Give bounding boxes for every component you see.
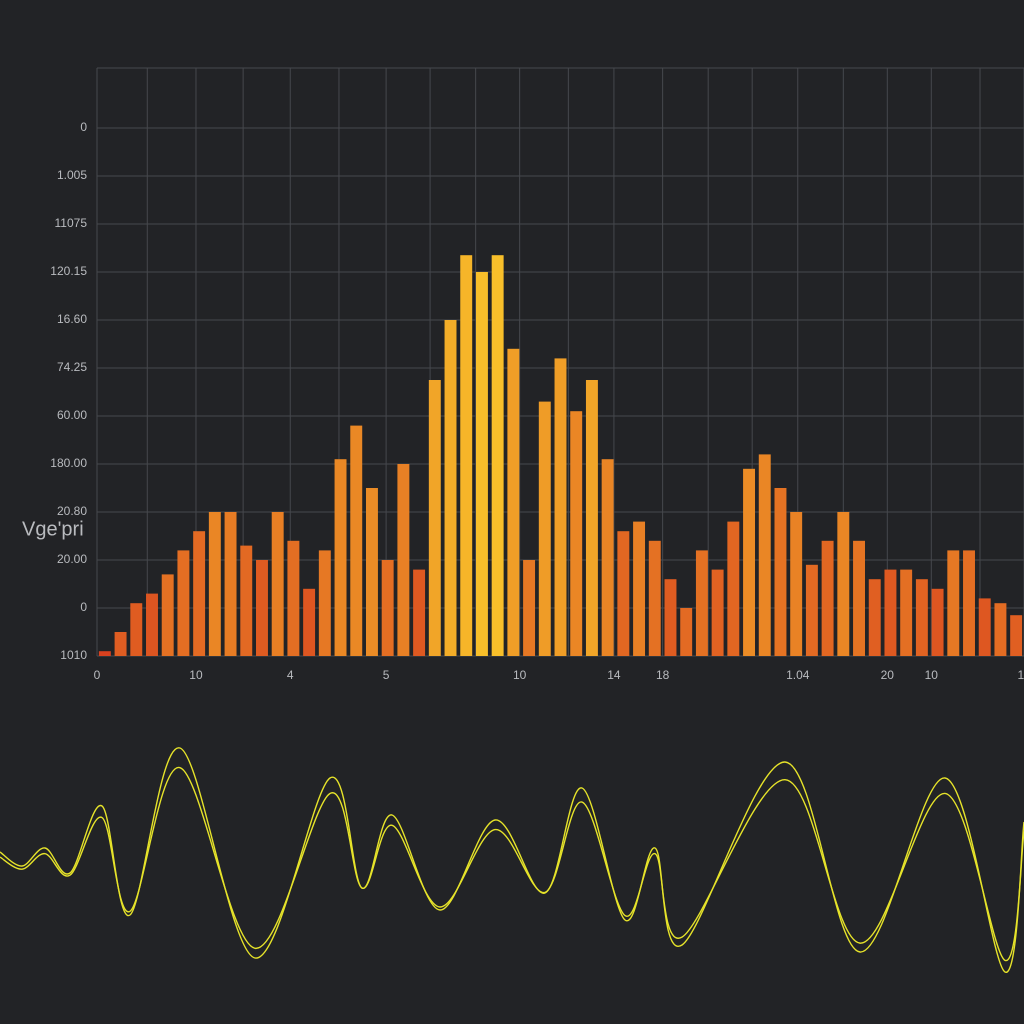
bar: [397, 464, 410, 656]
y-tick-label: 74.25: [57, 360, 87, 374]
bar: [758, 454, 771, 656]
bar: [507, 348, 520, 656]
x-tick-label: 10: [189, 668, 203, 682]
wave-line: [0, 747, 1024, 973]
y-tick-label: 0: [80, 600, 87, 614]
x-tick-label: 18: [656, 668, 670, 682]
bar: [978, 598, 991, 656]
bar: [271, 512, 284, 656]
bar: [350, 425, 363, 656]
bar: [381, 560, 394, 656]
bar: [868, 579, 881, 656]
bar: [523, 560, 536, 656]
bar: [318, 550, 331, 656]
bar: [303, 588, 316, 656]
y-tick-label: 180.00: [50, 456, 87, 470]
bar: [460, 255, 473, 656]
x-tick-label: 14: [607, 668, 621, 682]
bar: [428, 380, 441, 656]
x-tick-label: 20: [881, 668, 895, 682]
bar: [585, 380, 598, 656]
bar: [1010, 615, 1023, 656]
bar: [208, 512, 221, 656]
waveform: [0, 747, 1024, 973]
bar: [444, 320, 457, 656]
bar: [570, 411, 583, 656]
y-tick-label: 1.005: [57, 168, 87, 182]
x-tick-label: 4: [287, 668, 294, 682]
bar: [601, 459, 614, 656]
bar: [177, 550, 190, 656]
bar: [727, 521, 740, 656]
bar: [900, 569, 913, 656]
bar: [931, 588, 944, 656]
bar: [491, 255, 504, 656]
bar: [475, 272, 488, 656]
bar: [287, 540, 300, 656]
bar: [743, 468, 756, 656]
bar: [130, 603, 143, 656]
y-tick-label: 60.00: [57, 408, 87, 422]
y-tick-label: 1010: [60, 648, 87, 662]
bar: [664, 579, 677, 656]
bar: [365, 488, 378, 656]
bar: [963, 550, 975, 656]
bars: [98, 255, 1023, 656]
bar: [680, 608, 693, 656]
bar: [884, 569, 897, 656]
y-tick-label: 20.80: [57, 504, 87, 518]
bar: [256, 560, 268, 656]
y-tick-label: 0: [80, 120, 87, 134]
bar: [805, 564, 818, 656]
y-tick-label: 120.15: [50, 264, 87, 278]
bar: [161, 574, 174, 656]
x-tick-label: 5: [383, 668, 390, 682]
bar: [413, 569, 426, 656]
bar: [224, 512, 237, 656]
bar: [711, 569, 724, 656]
bar: [648, 540, 661, 656]
bar: [774, 488, 787, 656]
y-axis-label: Vge'pri: [22, 518, 84, 540]
x-tick-label: 10: [925, 668, 939, 682]
bar: [821, 540, 834, 656]
bar: [193, 531, 206, 656]
y-tick-label: 16.60: [57, 312, 87, 326]
bar: [554, 358, 567, 656]
x-tick-label: 1: [1018, 668, 1024, 682]
bar: [538, 401, 551, 656]
bar: [240, 545, 253, 656]
bar: [695, 550, 708, 656]
bar: [947, 550, 960, 656]
bar: [633, 521, 646, 656]
bar: [114, 632, 127, 656]
wave-line: [0, 766, 1024, 962]
x-tick-label: 10: [513, 668, 527, 682]
bar: [837, 512, 850, 656]
bar: [334, 459, 347, 656]
bar: [146, 593, 158, 656]
bar: [98, 651, 111, 656]
bar: [617, 531, 630, 656]
bar: [790, 512, 803, 656]
bar: [915, 579, 928, 656]
y-tick-label: 20.00: [57, 552, 87, 566]
bar: [853, 540, 865, 656]
y-tick-label: 11075: [55, 216, 88, 230]
x-tick-label: 0: [94, 668, 101, 682]
x-tick-label: 1.04: [786, 668, 810, 682]
bar: [994, 603, 1007, 656]
